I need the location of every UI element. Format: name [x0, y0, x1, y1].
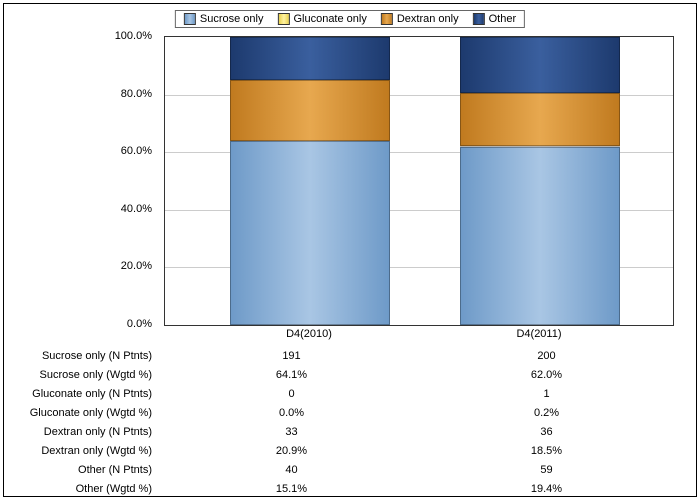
outer-frame: Sucrose only Gluconate only Dextran only…: [3, 3, 697, 497]
row-label: Gluconate only (N Ptnts): [4, 388, 164, 400]
row-cell: 0.0%: [164, 407, 419, 419]
table-row: Gluconate only (N Ptnts)01: [4, 384, 698, 403]
bar-segment-sucrose: [460, 147, 620, 325]
table-row: Dextran only (Wgtd %)20.9%18.5%: [4, 441, 698, 460]
row-cell: 15.1%: [164, 483, 419, 495]
y-tick-label: 100.0%: [102, 30, 152, 42]
row-cell: 20.9%: [164, 445, 419, 457]
row-cell: 36: [419, 426, 674, 438]
row-label: Sucrose only (N Ptnts): [4, 350, 164, 362]
row-cell: 59: [419, 464, 674, 476]
row-label: Gluconate only (Wgtd %): [4, 407, 164, 419]
table-row: Sucrose only (N Ptnts)191200: [4, 346, 698, 365]
legend-label: Sucrose only: [200, 13, 264, 25]
row-cell: 200: [419, 350, 674, 362]
row-cell: 191: [164, 350, 419, 362]
legend-label: Other: [489, 13, 517, 25]
y-tick-label: 20.0%: [102, 260, 152, 272]
bar-D4(2011): [460, 37, 620, 325]
row-label: Dextran only (N Ptnts): [4, 426, 164, 438]
legend: Sucrose only Gluconate only Dextran only…: [175, 10, 525, 28]
y-tick-label: 0.0%: [102, 318, 152, 330]
bar-segment-sucrose: [230, 141, 390, 325]
legend-item-other: Other: [473, 13, 517, 25]
legend-swatch-dextran: [381, 13, 393, 25]
table-row: Other (Wgtd %)15.1%19.4%: [4, 479, 698, 498]
legend-item-gluconate: Gluconate only: [277, 13, 366, 25]
row-label: Other (N Ptnts): [4, 464, 164, 476]
y-tick-label: 60.0%: [102, 145, 152, 157]
legend-swatch-sucrose: [184, 13, 196, 25]
bar-segment-other: [460, 37, 620, 93]
row-cell: 19.4%: [419, 483, 674, 495]
legend-swatch-gluconate: [277, 13, 289, 25]
row-cell: 62.0%: [419, 369, 674, 381]
bar-segment-dextran: [460, 93, 620, 146]
row-label: Dextran only (Wgtd %): [4, 445, 164, 457]
row-cell: 1: [419, 388, 674, 400]
legend-label: Gluconate only: [293, 13, 366, 25]
legend-swatch-other: [473, 13, 485, 25]
row-cell: 18.5%: [419, 445, 674, 457]
table-row: Other (N Ptnts)4059: [4, 460, 698, 479]
row-cell: 64.1%: [164, 369, 419, 381]
data-table: Sucrose only (N Ptnts)191200Sucrose only…: [4, 346, 698, 498]
row-cell: 0: [164, 388, 419, 400]
y-tick-label: 80.0%: [102, 88, 152, 100]
legend-label: Dextran only: [397, 13, 459, 25]
row-cell: 0.2%: [419, 407, 674, 419]
legend-item-dextran: Dextran only: [381, 13, 459, 25]
row-cell: 33: [164, 426, 419, 438]
bar-segment-dextran: [230, 80, 390, 140]
row-label: Sucrose only (Wgtd %): [4, 369, 164, 381]
legend-item-sucrose: Sucrose only: [184, 13, 264, 25]
row-cell: 40: [164, 464, 419, 476]
plot-area: [164, 36, 674, 326]
x-tick-label: D4(2011): [479, 328, 599, 340]
bar-D4(2010): [230, 37, 390, 325]
bar-segment-other: [230, 37, 390, 80]
row-label: Other (Wgtd %): [4, 483, 164, 495]
x-tick-label: D4(2010): [249, 328, 369, 340]
table-row: Sucrose only (Wgtd %)64.1%62.0%: [4, 365, 698, 384]
y-tick-label: 40.0%: [102, 203, 152, 215]
table-row: Gluconate only (Wgtd %)0.0%0.2%: [4, 403, 698, 422]
table-row: Dextran only (N Ptnts)3336: [4, 422, 698, 441]
